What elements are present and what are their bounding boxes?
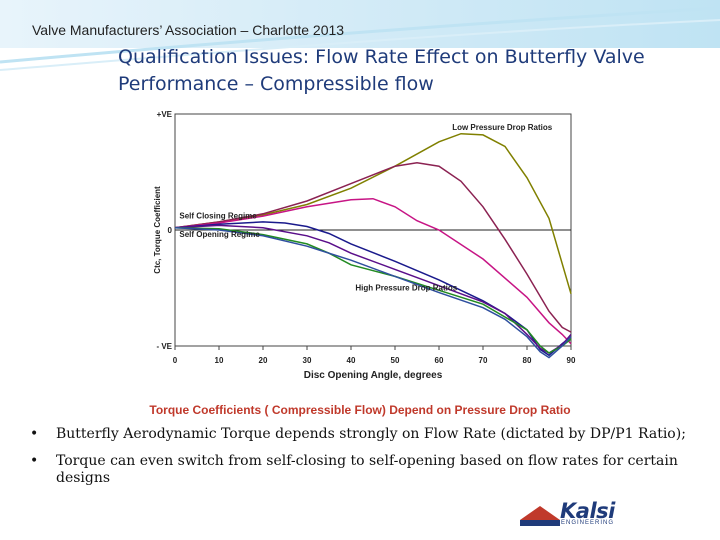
bullet-icon: •: [30, 426, 39, 442]
header-swoosh: [0, 6, 720, 71]
x-tick-label: 70: [479, 356, 488, 365]
chart-annotation: High Pressure Drop Ratios: [355, 283, 457, 292]
header-banner: [0, 0, 720, 48]
conference-subtitle: Valve Manufacturers’ Association – Charl…: [32, 22, 345, 38]
x-axis-label: Disc Opening Angle, degrees: [304, 370, 443, 381]
series-line: [174, 161, 572, 333]
series-line: [174, 221, 572, 357]
y-tick-label: +VE: [157, 110, 173, 119]
x-tick-label: 10: [215, 356, 224, 365]
x-tick-label: 30: [303, 356, 312, 365]
slide-title: Qualification Issues: Flow Rate Effect o…: [118, 46, 645, 95]
x-tick-label: 40: [347, 356, 356, 365]
series-line: [174, 226, 572, 359]
series-line: [174, 226, 572, 354]
x-tick-label: 20: [259, 356, 268, 365]
chart-caption: Torque Coefficients ( Compressible Flow)…: [149, 403, 571, 417]
y-axis-label: Ctc, Torque Coefficient: [153, 186, 162, 274]
chart-annotation: Self Closing Regime: [179, 211, 257, 220]
x-tick-label: 60: [435, 356, 444, 365]
bullet-item: • Butterfly Aerodynamic Torque depends st…: [30, 426, 690, 443]
bullet-text: Torque can even switch from self-closing…: [56, 453, 678, 486]
kalsi-logo-icon: [520, 506, 560, 526]
x-tick-label: 80: [523, 356, 532, 365]
y-tick-label: 0: [168, 226, 173, 235]
bullet-icon: •: [30, 453, 39, 469]
chart-annotation: Low Pressure Drop Ratios: [452, 123, 553, 132]
chart-annotation: Self Opening Regime: [179, 230, 260, 239]
bullet-text: Butterfly Aerodynamic Torque depends str…: [56, 426, 686, 442]
logo-wordmark: Kalsi: [560, 499, 615, 523]
logo-tagline: ENGINEERING: [561, 520, 615, 526]
x-tick-label: 50: [391, 356, 400, 365]
series-line: [174, 197, 572, 345]
x-tick-label: 0: [173, 356, 178, 365]
series-line: [174, 132, 572, 295]
x-tick-label: 90: [567, 356, 576, 365]
bullet-list: • Butterfly Aerodynamic Torque depends st…: [30, 426, 690, 497]
y-tick-label: - VE: [156, 342, 172, 351]
bullet-item: • Torque can even switch from self-closin…: [30, 453, 690, 487]
